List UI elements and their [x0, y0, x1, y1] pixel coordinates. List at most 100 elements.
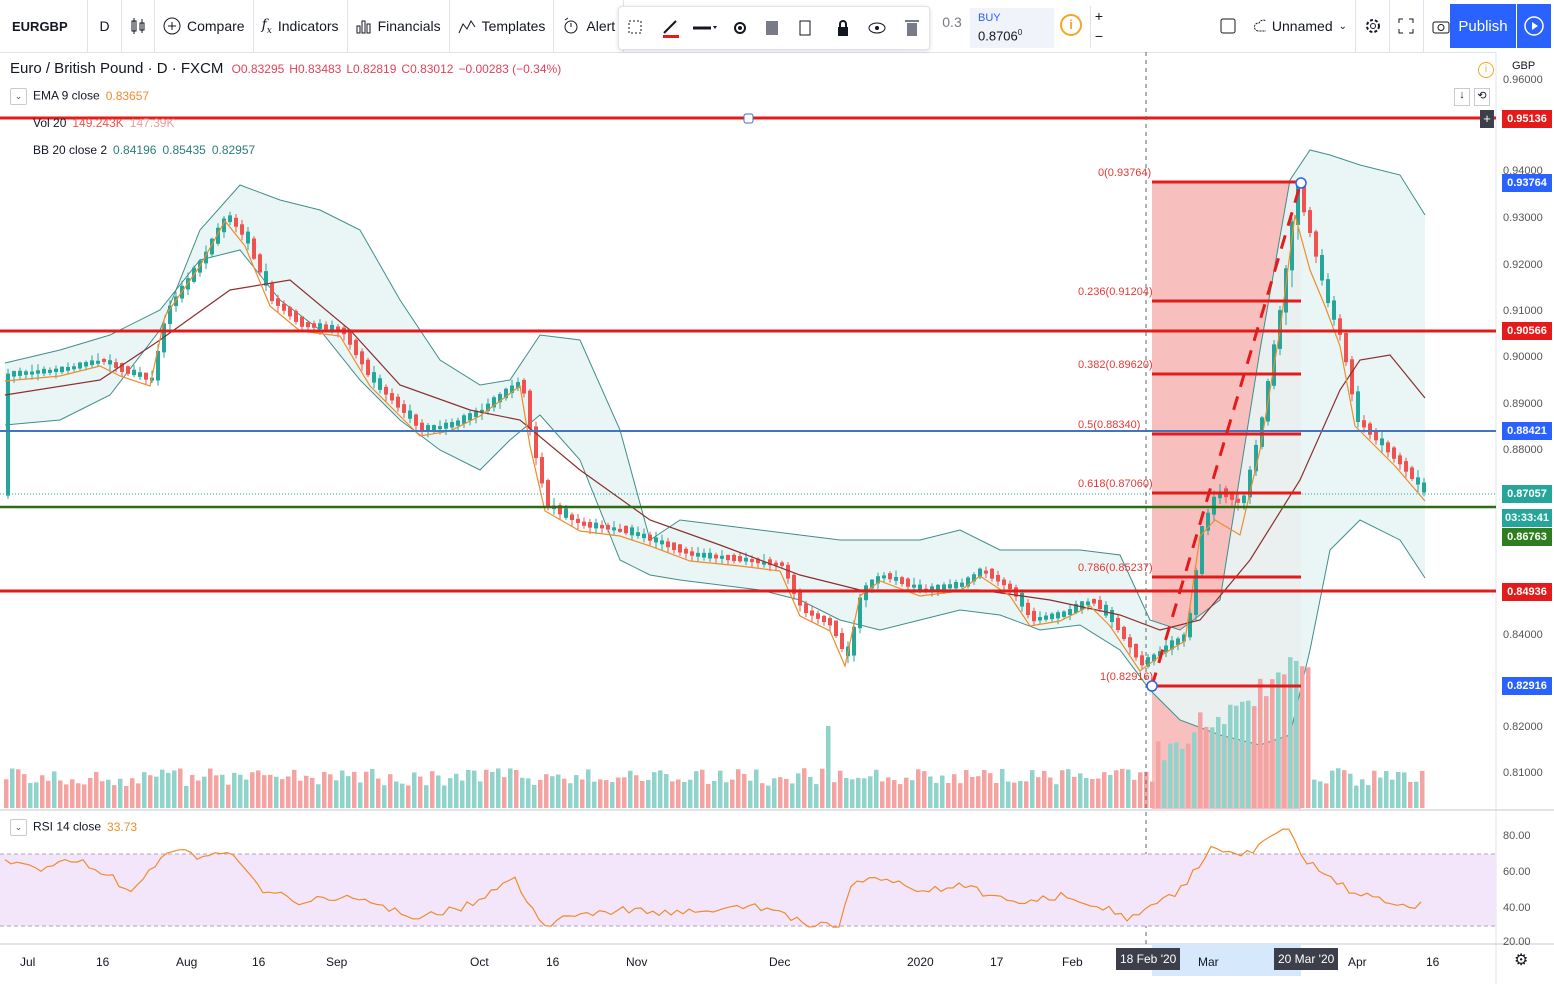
- compare-button[interactable]: Compare: [155, 0, 254, 52]
- volume-bar: [820, 768, 825, 808]
- candle-body: [1188, 613, 1192, 638]
- chevron-down-icon: ⌄: [1338, 20, 1347, 32]
- price-tag: 0.84936: [1502, 583, 1552, 601]
- lock-icon[interactable]: [830, 15, 856, 41]
- volume-bar: [910, 780, 915, 808]
- pencil-icon[interactable]: [658, 15, 684, 41]
- financials-button[interactable]: Financials: [348, 0, 450, 52]
- candle-body: [792, 574, 796, 594]
- volume-bar: [76, 783, 81, 808]
- order-qty[interactable]: 0.3: [942, 14, 962, 30]
- volume-bar: [1102, 772, 1107, 808]
- volume-bar: [802, 768, 807, 808]
- symbol-search[interactable]: EURGBP: [0, 0, 88, 52]
- candle-body: [582, 521, 586, 526]
- rsi-tick-label: 60.00: [1503, 866, 1531, 878]
- settings-gear-icon[interactable]: [727, 15, 753, 41]
- candle-body: [1068, 609, 1072, 615]
- volume-bar: [1084, 777, 1089, 808]
- fullscreen-button[interactable]: [1390, 0, 1424, 52]
- eye-icon[interactable]: [864, 15, 890, 41]
- line-style-icon[interactable]: [692, 15, 718, 41]
- candle-body: [84, 362, 88, 367]
- time-axis-label: Nov: [626, 955, 648, 969]
- rsi-band: [0, 854, 1496, 926]
- candle-body: [762, 561, 766, 565]
- volume-bar: [70, 779, 75, 808]
- time-axis-label: 2020: [907, 955, 934, 969]
- collapse-chevron-icon[interactable]: ⌄: [10, 819, 27, 836]
- volume-bar: [598, 779, 603, 808]
- candle-body: [1008, 583, 1012, 590]
- candle-body: [12, 371, 16, 377]
- clone-icon[interactable]: [795, 15, 821, 41]
- time-axis-label: 16: [96, 955, 110, 969]
- volume-bar: [1024, 781, 1029, 808]
- candle-body: [1062, 611, 1066, 617]
- time-axis-label: 16: [546, 955, 560, 969]
- volume-bar: [1318, 781, 1323, 808]
- volume-bar: [622, 777, 627, 808]
- candle-body: [642, 533, 646, 539]
- info-icon[interactable]: i: [1060, 14, 1082, 36]
- volume-legend[interactable]: Vol 20 149.243K 147.39K: [33, 116, 175, 130]
- fib-anchor-point: [1295, 177, 1307, 189]
- candle-body: [1230, 493, 1234, 500]
- candle-body: [936, 584, 940, 591]
- volume-bar: [202, 776, 207, 808]
- checkbox-button[interactable]: [1212, 0, 1246, 52]
- layout-name-button[interactable]: Unnamed ⌄: [1246, 0, 1356, 52]
- rsi-legend[interactable]: ⌄ RSI 14 close 33.73: [10, 819, 137, 836]
- volume-bar: [1036, 777, 1041, 808]
- play-icon[interactable]: [1517, 4, 1551, 48]
- qty-stepper[interactable]: + −: [1090, 6, 1107, 48]
- price-tag: 0.93764: [1502, 174, 1552, 192]
- volume-bar: [550, 776, 555, 808]
- candle-body: [138, 372, 142, 377]
- price-tick-label: 0.89000: [1503, 398, 1543, 410]
- volume-bar: [964, 770, 969, 808]
- volume-bar: [1006, 781, 1011, 808]
- candle-body: [258, 254, 262, 273]
- volume-bar: [382, 785, 387, 808]
- candle-body: [372, 372, 376, 383]
- volume-bar: [1096, 778, 1101, 808]
- alert-button[interactable]: Alert: [554, 0, 625, 52]
- price-tag: 0.82916: [1502, 677, 1552, 695]
- candle-body: [1344, 333, 1348, 363]
- candle-body: [456, 420, 460, 426]
- volume-bar: [826, 726, 831, 808]
- fib-trend-line: [1150, 181, 1303, 687]
- candle-body: [222, 218, 226, 233]
- select-tool-icon[interactable]: [623, 15, 649, 41]
- financials-label: Financials: [377, 18, 441, 34]
- candle-body: [870, 579, 874, 589]
- interval-button[interactable]: D: [88, 0, 122, 52]
- volume-bar: [994, 782, 999, 808]
- template-icon[interactable]: [761, 15, 787, 41]
- indicators-button[interactable]: fx Indicators: [254, 0, 348, 52]
- snapshot-button[interactable]: [1424, 0, 1458, 52]
- buy-button[interactable]: BUY 0.87060: [970, 8, 1054, 48]
- volume-bar: [1078, 773, 1083, 808]
- volume-bar: [970, 777, 975, 808]
- volume-bar: [406, 785, 411, 808]
- price-chart[interactable]: [0, 52, 1554, 984]
- symbol-text: EURGBP: [12, 18, 68, 34]
- volume-bar: [262, 775, 267, 808]
- layout-group: Unnamed ⌄: [1212, 0, 1458, 52]
- ema-legend[interactable]: ⌄ EMA 9 close 0.83657: [10, 88, 149, 105]
- trash-icon[interactable]: [899, 15, 925, 41]
- chart-type-button[interactable]: [122, 0, 155, 52]
- settings-button[interactable]: [1356, 0, 1390, 52]
- volume-bar: [898, 784, 903, 808]
- templates-button[interactable]: Templates: [450, 0, 555, 52]
- collapse-chevron-icon[interactable]: ⌄: [10, 88, 27, 105]
- candle-body: [1128, 637, 1132, 648]
- bb-legend[interactable]: BB 20 close 2 0.84196 0.85435 0.82957: [33, 143, 256, 157]
- volume-bar: [1264, 696, 1269, 808]
- volume-bar: [490, 771, 495, 808]
- publish-button[interactable]: Publish: [1450, 4, 1516, 48]
- candle-body: [288, 307, 292, 317]
- candle-body: [30, 371, 34, 375]
